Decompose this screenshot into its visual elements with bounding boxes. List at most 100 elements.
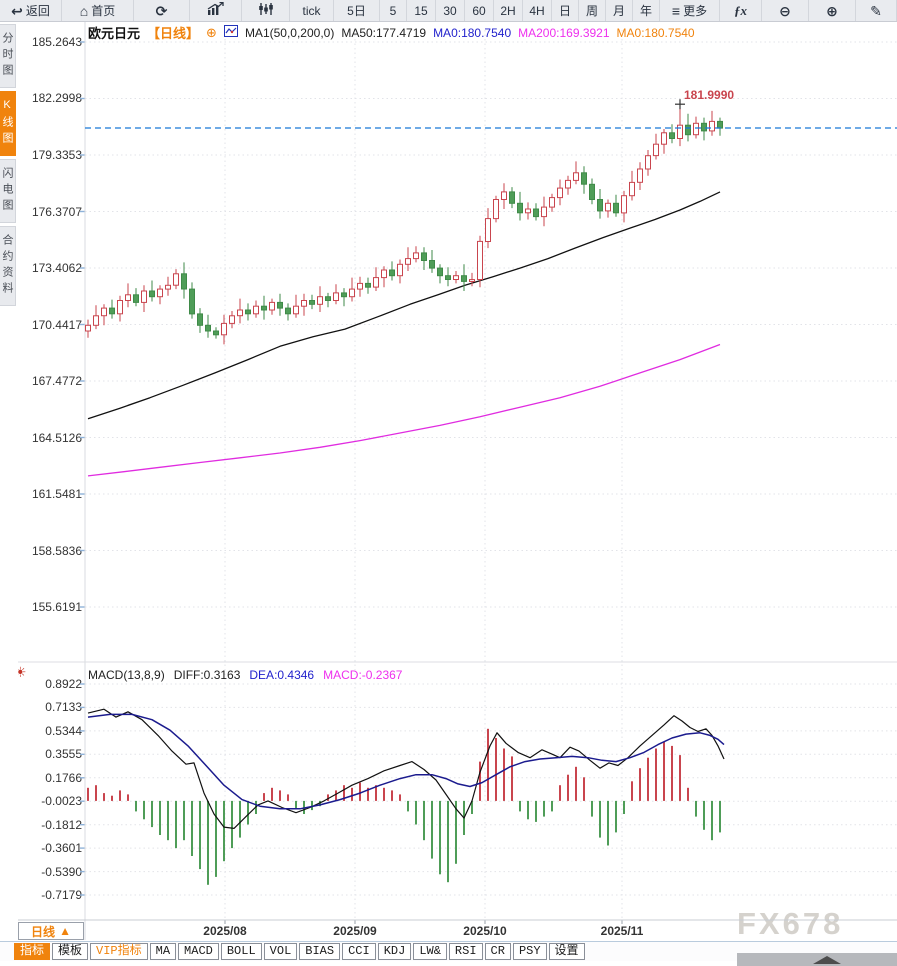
period-week-button-label: 周 bbox=[585, 4, 598, 18]
macd-axis-tick: -0.7179 bbox=[41, 888, 82, 902]
period-selector-label: 日线 bbox=[31, 924, 56, 939]
period-label: 【日线】 bbox=[147, 26, 200, 41]
period-day-button[interactable]: 日 bbox=[552, 0, 579, 21]
period-month-button[interactable]: 月 bbox=[606, 0, 633, 21]
macd-axis-tick: 0.8922 bbox=[45, 677, 82, 691]
home-button-label: 首页 bbox=[91, 4, 116, 18]
home-button[interactable]: ⌂ 首页 bbox=[62, 0, 134, 21]
indicator-tab-MACD[interactable]: MACD bbox=[178, 943, 219, 960]
back-button-label: 返回 bbox=[25, 4, 50, 18]
macd-axis-tick: 0.5344 bbox=[45, 723, 82, 738]
period-15-button[interactable]: 15 bbox=[407, 0, 436, 21]
ma50-value: MA50:177.4719 bbox=[341, 25, 427, 40]
period-30-button-label: 30 bbox=[443, 3, 457, 18]
period-4h-button-label: 4H bbox=[529, 3, 545, 18]
macd-axis-tick: -0.1812 bbox=[41, 817, 82, 832]
sidebar-item-2[interactable]: K线图 bbox=[0, 91, 16, 156]
indicator-tab-模板[interactable]: 模板 bbox=[52, 943, 89, 960]
more-button[interactable]: ≡ 更多 bbox=[660, 0, 720, 21]
indicator-tab-CCI[interactable]: CCI bbox=[342, 943, 376, 960]
price-axis-tick: 182.2998 bbox=[31, 91, 82, 106]
chart-settings-icon[interactable] bbox=[223, 25, 238, 40]
ma-settings-label: MA1(50,0,200,0) bbox=[244, 25, 335, 40]
menu-icon: ≡ bbox=[671, 2, 681, 19]
period-year-button[interactable]: 年 bbox=[633, 0, 660, 21]
indicator-tab-CR[interactable]: CR bbox=[484, 943, 511, 960]
macd-pane-header: MACD(13,8,9) DIFF:0.3163 DEA:0.4346 MACD… bbox=[88, 668, 402, 682]
zoom-out-button[interactable]: ⊖ bbox=[762, 0, 809, 21]
fx-icon: ƒx bbox=[734, 3, 747, 18]
period-year-button-label: 年 bbox=[639, 4, 652, 18]
macd-dea-value: DEA:0.4346 bbox=[249, 668, 315, 682]
period-5d-button-label: 5日 bbox=[347, 4, 366, 18]
period-5-button-label: 5 bbox=[389, 3, 397, 18]
indicator-tab-设置[interactable]: 设置 bbox=[548, 943, 585, 960]
period-60-button[interactable]: 60 bbox=[465, 0, 494, 21]
ma0-orange-value: MA0:180.7540 bbox=[616, 25, 695, 40]
indicator-tab-VOL[interactable]: VOL bbox=[263, 943, 298, 960]
indicator-tab-BOLL[interactable]: BOLL bbox=[220, 943, 262, 960]
indicator-tab-VIP指标[interactable]: VIP指标 bbox=[90, 943, 148, 960]
macd-axis-tick: -0.0023 bbox=[41, 794, 82, 809]
macd-hist-value: MACD:-0.2367 bbox=[323, 668, 403, 682]
indicator-fx-button[interactable]: ƒx bbox=[720, 0, 762, 21]
more-button-label: 更多 bbox=[683, 4, 708, 18]
period-30-button[interactable]: 30 bbox=[436, 0, 465, 21]
indicator-tab-KDJ[interactable]: KDJ bbox=[377, 943, 412, 960]
pencil-icon: ✎ bbox=[870, 2, 882, 19]
period-4h-button[interactable]: 4H bbox=[523, 0, 552, 21]
price-axis-tick: 185.2643 bbox=[31, 35, 82, 49]
price-axis-tick: 158.5836 bbox=[31, 543, 82, 558]
back-button[interactable]: ↩ 返回 bbox=[0, 0, 62, 21]
x-axis-month-label: 2025/09 bbox=[333, 924, 377, 938]
zoom-out-icon: ⊖ bbox=[779, 2, 791, 19]
macd-axis-tick: 0.7133 bbox=[45, 700, 82, 715]
macd-axis-tick: -0.5390 bbox=[41, 864, 82, 879]
period-2h-button[interactable]: 2H bbox=[494, 0, 523, 21]
price-pane-header: 欧元日元 【日线】 ⊕ MA1(50,0,200,0) MA50:177.471… bbox=[88, 23, 695, 42]
back-arrow-icon: ↩ bbox=[11, 2, 23, 19]
tick-button[interactable]: tick bbox=[290, 0, 334, 21]
draw-button[interactable]: ✎ bbox=[856, 0, 897, 21]
ma200-value: MA200:169.3921 bbox=[518, 25, 610, 40]
price-axis-tick: 179.3353 bbox=[31, 147, 82, 162]
price-axis-tick: 170.4417 bbox=[31, 317, 82, 332]
x-axis-month-label: 2025/08 bbox=[203, 924, 247, 938]
indicator-tab-PSY[interactable]: PSY bbox=[512, 943, 547, 960]
sidebar-item-3[interactable]: 闪电图 bbox=[0, 159, 16, 223]
macd-axis-tick: -0.3601 bbox=[41, 841, 82, 856]
chart-type-sidebar: 分时图 K线图闪电图合约资料 bbox=[0, 21, 18, 966]
period-5d-button[interactable]: 5日 bbox=[334, 0, 380, 21]
sidebar-item-4[interactable]: 合约资料 bbox=[0, 226, 16, 306]
zoom-in-button[interactable]: ⊕ bbox=[809, 0, 856, 21]
refresh-button[interactable]: ⟳ bbox=[134, 0, 190, 21]
period-month-button-label: 月 bbox=[612, 4, 625, 18]
price-axis-tick: 164.5126 bbox=[31, 430, 82, 445]
fx678-watermark: FX678 bbox=[737, 906, 844, 941]
scroll-up-arrow-icon[interactable] bbox=[813, 956, 841, 964]
indicator-tab-指标[interactable]: 指标 bbox=[14, 943, 51, 960]
symbol-name: 欧元日元 bbox=[88, 26, 141, 41]
candlestick-button[interactable] bbox=[242, 0, 290, 21]
tick-button-label: tick bbox=[302, 3, 321, 18]
period-5-button[interactable]: 5 bbox=[380, 0, 407, 21]
macd-diff-value: DIFF:0.3163 bbox=[173, 668, 241, 682]
sidebar-item-1[interactable]: 分时图 bbox=[0, 24, 16, 88]
line-chart-button[interactable] bbox=[190, 0, 242, 21]
price-axis-tick: 173.4062 bbox=[31, 261, 82, 275]
line-chart-icon bbox=[207, 1, 224, 19]
indicator-tab-RSI[interactable]: RSI bbox=[448, 943, 483, 960]
add-indicator-icon[interactable]: ⊕ bbox=[206, 25, 217, 40]
x-axis-month-label: 2025/10 bbox=[463, 924, 507, 938]
indicator-tab-MA[interactable]: MA bbox=[149, 943, 177, 960]
indicator-tab-BIAS[interactable]: BIAS bbox=[299, 943, 341, 960]
bottom-scrollbar[interactable] bbox=[737, 953, 897, 966]
price-axis-tick: 155.6191 bbox=[31, 600, 82, 614]
period-week-button[interactable]: 周 bbox=[579, 0, 606, 21]
period-15-button-label: 15 bbox=[414, 3, 428, 18]
indicator-tab-LW&[interactable]: LW& bbox=[413, 943, 447, 960]
period-selector[interactable]: 日线 ▲ bbox=[18, 922, 84, 940]
top-toolbar: ↩ 返回 ⌂ 首页 ⟳ tick 5日 5 15 30 60 2H 4H 日周月年 ≡ 更多 ƒx ⊖ ⊕ ✎ bbox=[0, 0, 897, 22]
macd-title: MACD(13,8,9) bbox=[88, 668, 165, 682]
